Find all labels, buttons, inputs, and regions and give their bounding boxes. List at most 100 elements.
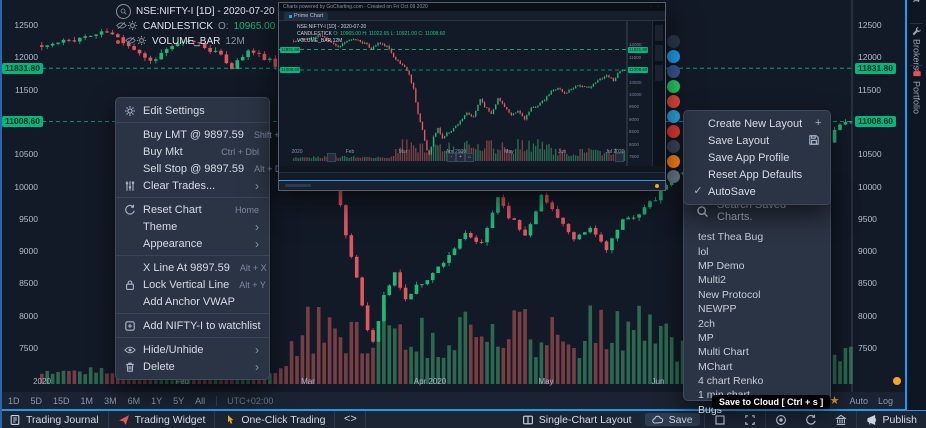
saved-chart-newpp[interactable]: NEWPP [698, 303, 737, 316]
share-email-button[interactable] [667, 170, 680, 183]
menu-item-theme[interactable]: Theme › [143, 219, 259, 234]
publish-icon [866, 414, 878, 426]
range-3m-button[interactable]: 3M [104, 395, 117, 406]
layout-menu-item-reset-app-defaults[interactable]: Reset App Defaults [708, 168, 803, 181]
one-click-trading-button[interactable]: One-Click Trading [215, 411, 336, 428]
layout-menu-item-autosave[interactable]: ✓ AutoSave [693, 185, 756, 198]
preview-chart-area: NSE:NIFTY-I [1D] - 2020-07-20 CANDLESTIC… [279, 20, 665, 166]
preview-toolbar-block [285, 184, 311, 187]
saved-chart-mchart[interactable]: MChart [698, 360, 733, 373]
share-facebook-button[interactable] [667, 65, 680, 78]
share-reddit-button[interactable] [667, 155, 680, 168]
volume-study-row[interactable]: VOLUME_BAR 12M [116, 34, 457, 49]
price-tick: 9500 [858, 213, 877, 224]
expand-button[interactable] [735, 411, 765, 428]
eyeoff-icon[interactable] [125, 35, 136, 46]
saved-chart-new-protocol[interactable]: New Protocol [698, 288, 761, 301]
publish-button[interactable]: Publish [855, 411, 926, 428]
saved-chart-multi-chart[interactable]: Multi Chart [698, 346, 749, 359]
menu-item-delete[interactable]: Delete › [116, 358, 269, 375]
menu-item-reset-chart[interactable]: Reset Chart Home [116, 201, 269, 218]
preview-price-tag: 11008.60 [628, 66, 649, 73]
saved-chart-multi2[interactable]: Multi2 [698, 274, 727, 287]
saved-chart-mp-demo[interactable]: MP Demo [698, 259, 745, 272]
gear-icon[interactable] [136, 35, 147, 46]
bank-button[interactable] [826, 411, 856, 428]
camera-button[interactable] [764, 411, 796, 428]
symbol-row[interactable]: NSE:NIFTY-I [1D] - 2020-07-20 [116, 4, 457, 19]
share-telegram-button[interactable] [667, 110, 680, 123]
x-axis-label: Jun [651, 377, 665, 386]
range-15d-button[interactable]: 15D [53, 395, 70, 406]
trading-journal-button[interactable]: Trading Journal [0, 411, 109, 428]
watchlist-add-icon [124, 320, 136, 332]
menu-item-edit-settings[interactable]: Edit Settings [116, 102, 269, 119]
share-tumblr-button[interactable] [667, 140, 680, 153]
menu-item-lock-vertical-line[interactable]: Lock Vertical Line Alt + Y [116, 276, 269, 293]
chart-preview-popup[interactable]: Charts powered by GoCharting.com - Creat… [278, 2, 666, 191]
timezone-label[interactable]: UTC+02:00 [216, 395, 273, 406]
range-5y-button[interactable]: 5Y [173, 395, 185, 406]
menu-item-hide-unhide[interactable]: Hide/Unhide › [116, 341, 269, 358]
share-stocktwits-button[interactable] [667, 35, 680, 48]
preview-zoom-control: + [456, 153, 465, 162]
price-tick: 8000 [858, 310, 877, 321]
range-1y-button[interactable]: 1Y [151, 395, 163, 406]
price-tick: 10500 [858, 149, 882, 160]
gear-icon[interactable] [127, 20, 138, 31]
save-button[interactable]: Save [644, 413, 700, 426]
side-tab-watchlist[interactable]: Watchlist [907, 0, 926, 22]
square-button[interactable] [703, 411, 735, 428]
trading-widget-button[interactable]: Trading Widget [109, 411, 216, 428]
layout-icon [522, 414, 534, 426]
preview-price-tick: 8000 [629, 141, 640, 147]
menu-item-clear-trades[interactable]: Clear Trades... › [116, 177, 269, 194]
code-button[interactable]: <> [335, 411, 367, 428]
range-all-button[interactable]: All [195, 395, 206, 406]
favorite-star-icon[interactable]: ★ [829, 395, 840, 407]
preview-x-label: May [504, 149, 514, 155]
single-chart-layout-button[interactable]: Single-Chart Layout [513, 411, 641, 428]
price-tick: 9500 [19, 213, 38, 224]
menu-item-add-anchor-vwap[interactable]: Add Anchor VWAP [143, 295, 235, 308]
preview-x-label: Feb [345, 149, 355, 155]
saved-chart-lol[interactable]: lol [698, 245, 709, 258]
share-pinterest-button[interactable] [667, 95, 680, 108]
menu-item-appearance[interactable]: Appearance › [143, 236, 259, 251]
notification-dot [893, 377, 901, 385]
share-twitter-button[interactable] [667, 50, 680, 63]
plus-icon: + [814, 117, 822, 129]
menu-item-x-line-at-9897-59[interactable]: X Line At 9897.59 Alt + X [143, 261, 267, 274]
eyeoff-icon[interactable] [116, 20, 127, 31]
range-5d-button[interactable]: 5D [30, 395, 43, 406]
range-1d-button[interactable]: 1D [8, 395, 20, 406]
tab-dot-icon [289, 14, 292, 18]
auto-scale-toggle[interactable]: Auto [849, 395, 868, 406]
layout-menu-item-create-new-layout[interactable]: Create New Layout + [684, 115, 830, 132]
saved-chart-mp[interactable]: MP [698, 331, 714, 344]
symbol-search-icon[interactable] [116, 4, 131, 19]
preview-tab[interactable]: Prime Chart [284, 12, 329, 20]
layout-menu-item-save-app-profile[interactable]: Save App Profile [708, 151, 790, 164]
preview-zoom-control: ⌂ [465, 153, 474, 162]
menu-item-buy-lmt-9897-59[interactable]: Buy LMT @ 9897.59 Shift + Dbl [143, 128, 296, 141]
layout-menu-item-save-layout[interactable]: Save Layout [684, 132, 830, 149]
range-1m-button[interactable]: 1M [80, 395, 94, 406]
alert-dot [116, 39, 120, 44]
side-tab-brokers[interactable]: Brokers [907, 26, 926, 70]
range-6m-button[interactable]: 6M [127, 395, 141, 406]
menu-item-sell-stop-9897-59[interactable]: Sell Stop @ 9897.59 Alt + Dbl [143, 162, 289, 175]
menu-item-add-nifty-i-to-watchlist[interactable]: Add NIFTY-I to watchlist [116, 317, 269, 334]
floppy-icon [808, 134, 820, 146]
saved-chart-test-thea-bug[interactable]: test Thea Bug [698, 231, 764, 244]
menu-item-buy-mkt[interactable]: Buy Mkt Ctrl + Dbl [143, 145, 259, 158]
log-scale-toggle[interactable]: Log [877, 395, 893, 406]
share-youtube-button[interactable] [667, 125, 680, 138]
saved-chart-4-chart-renko[interactable]: 4 chart Renko [698, 375, 764, 388]
share-whatsapp-button[interactable] [667, 80, 680, 93]
saved-chart-2ch[interactable]: 2ch [698, 317, 715, 330]
sync-button[interactable] [796, 411, 826, 428]
side-tab-portfolio[interactable]: Portfolio [907, 68, 926, 114]
preview-footer [279, 172, 665, 190]
